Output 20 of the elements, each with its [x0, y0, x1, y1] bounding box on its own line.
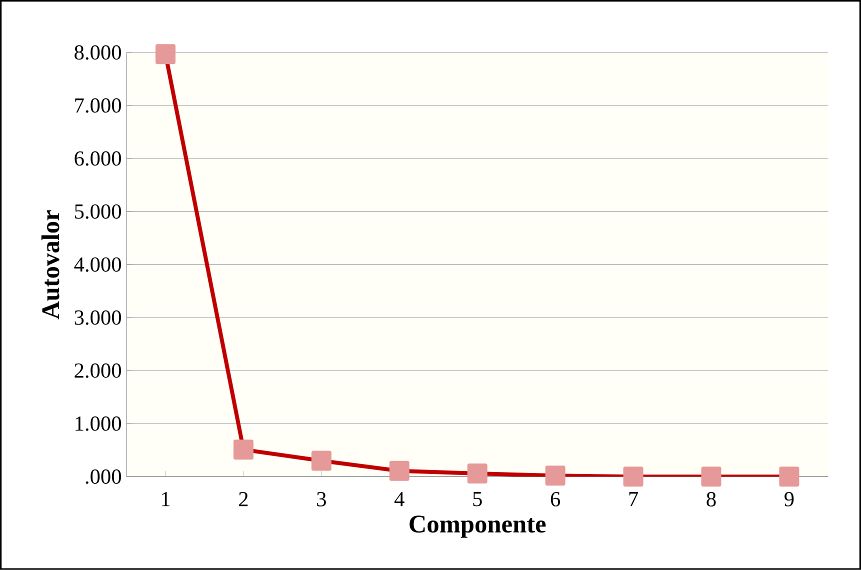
x-tick-label: 8	[706, 492, 716, 507]
y-tick-label: 7.000	[75, 98, 121, 113]
x-tick-label: 2	[239, 492, 248, 506]
x-tick-label: 6	[550, 492, 560, 506]
x-axis-title: Componente	[410, 516, 546, 538]
y-tick-label: 8.000	[74, 45, 121, 60]
y-tick-label: 5.000	[75, 204, 121, 219]
y-tick-label: 2.000	[74, 363, 121, 378]
y-tick-label: 3.000	[74, 310, 121, 325]
y-tick-label: 6.000	[74, 151, 121, 166]
y-tick-label: .000	[86, 470, 121, 484]
y-tick-label: 4.000	[74, 257, 121, 272]
x-tick-label: 5	[473, 492, 482, 506]
x-tick-label: 7	[629, 492, 638, 506]
x-tick-label: 3	[317, 492, 326, 506]
y-axis-title: Autovalor	[41, 210, 60, 320]
x-tick-label: 1	[162, 492, 170, 506]
x-tick-label: 9	[784, 492, 794, 506]
x-tick-label: 4	[394, 492, 404, 506]
y-tick-label: 1.000	[76, 416, 121, 431]
